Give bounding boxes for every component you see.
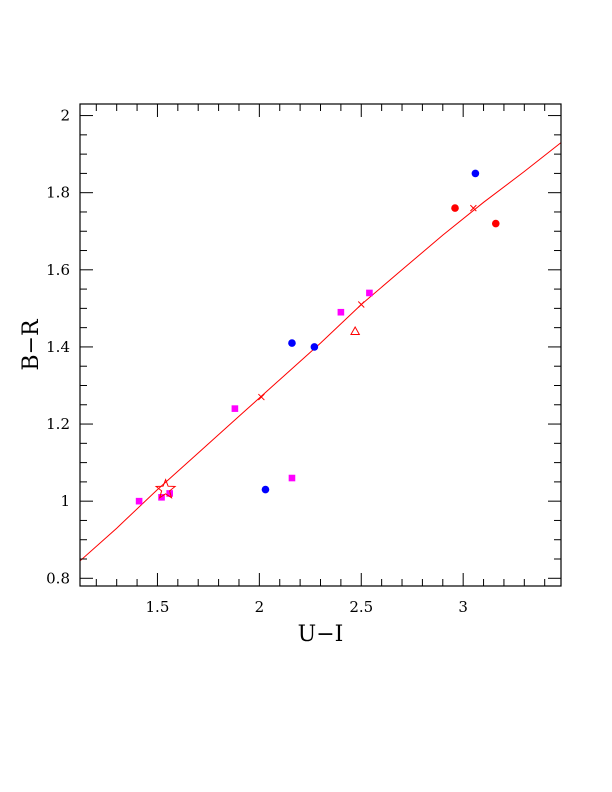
y-tick-label: 1.6 bbox=[46, 261, 70, 279]
y-tick-label: 0.8 bbox=[46, 569, 70, 587]
circle-point bbox=[310, 343, 319, 351]
circle-point bbox=[288, 339, 296, 347]
circle-point bbox=[491, 219, 500, 228]
y-tick-label: 1.2 bbox=[46, 415, 70, 433]
cross-point bbox=[357, 301, 365, 308]
circle-point bbox=[451, 204, 459, 212]
triangle-point bbox=[350, 325, 361, 336]
plot-frame bbox=[79, 103, 562, 587]
circle-point bbox=[471, 169, 480, 178]
y-tick-label: 2 bbox=[60, 107, 70, 125]
tick-labels-layer: 1.5 2 2.5 3 0.8 1 1.2 1.4 1.6 1.8 2 bbox=[46, 107, 468, 616]
cross-point bbox=[258, 393, 265, 401]
square-point bbox=[366, 289, 373, 297]
y-tick-label: 1.4 bbox=[46, 338, 70, 356]
x-axis-title: U−I bbox=[298, 622, 344, 647]
square-point bbox=[288, 474, 296, 482]
cross-point bbox=[470, 204, 477, 212]
star-point bbox=[154, 478, 177, 499]
square-point bbox=[231, 405, 239, 412]
square-point bbox=[158, 494, 165, 501]
circle-point bbox=[261, 485, 270, 494]
fit-line-layer bbox=[80, 142, 561, 562]
x-tick-label: 1.5 bbox=[146, 598, 170, 616]
fit-line bbox=[80, 142, 561, 562]
square-point bbox=[135, 497, 143, 505]
axes-layer bbox=[79, 103, 562, 587]
square-point bbox=[166, 490, 173, 497]
y-tick-label: 1.8 bbox=[46, 184, 70, 202]
square-point bbox=[337, 308, 345, 316]
x-tick-label: 2 bbox=[255, 598, 265, 616]
y-axis-title: B−R bbox=[19, 318, 44, 371]
y-tick-label: 1 bbox=[60, 492, 70, 510]
x-tick-label: 3 bbox=[458, 598, 468, 616]
x-tick-label: 2.5 bbox=[349, 598, 373, 616]
ticks-layer bbox=[80, 104, 561, 586]
data-points-layer bbox=[135, 169, 500, 505]
